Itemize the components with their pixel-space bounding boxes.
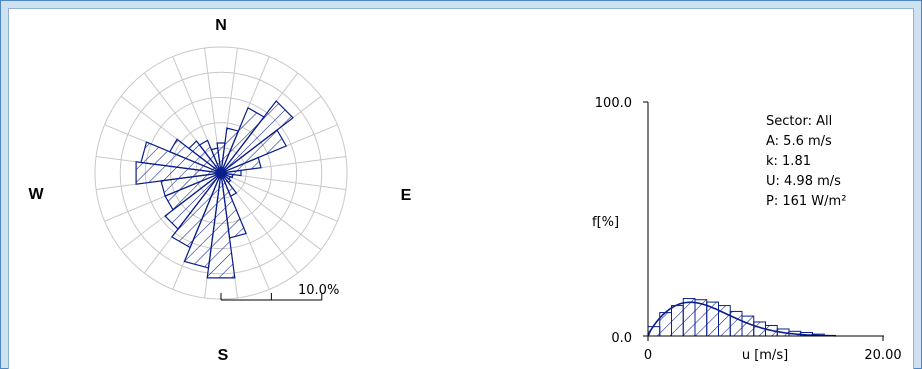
- stat-sector: Sector: All: [766, 114, 832, 129]
- histogram-bars: [647, 298, 825, 337]
- weibull-curve: [647, 301, 837, 337]
- stats-box: Sector: All A: 5.6 m/s k: 1.81 U: 4.98 m…: [766, 114, 846, 209]
- y-max-label: 100.0: [595, 96, 632, 111]
- rose-spoke: [220, 172, 338, 222]
- rose-sector-bar: [210, 147, 222, 174]
- histogram-bar: [741, 315, 755, 337]
- x-max-label: 20.00: [864, 348, 901, 363]
- stat-a: A: 5.6 m/s: [766, 134, 832, 149]
- rose-scale-label: 10.0%: [298, 283, 339, 298]
- rose-spoke: [220, 172, 346, 190]
- histogram-bar: [671, 305, 684, 337]
- compass-east: E: [401, 187, 412, 204]
- stat-k: k: 1.81: [766, 154, 811, 169]
- x-axis-label: u [m/s]: [742, 348, 788, 363]
- compass-south: S: [218, 347, 229, 364]
- rose-spoke: [220, 172, 322, 251]
- speed-histogram: 100.0 0.0 0 20.00 u [m/s] f[%] Sector: A…: [592, 96, 902, 363]
- compass-north: N: [215, 17, 227, 34]
- chart-panel: [8, 8, 914, 369]
- rose-scale-bar: [220, 293, 323, 301]
- histogram-bar: [682, 298, 696, 337]
- stat-p: P: 161 W/m²: [766, 194, 846, 209]
- histogram-bar: [718, 305, 731, 337]
- histogram-axes: [643, 101, 884, 341]
- wind-rose: 10.0% N E S W: [28, 17, 411, 364]
- y-axis-label: f[%]: [592, 215, 619, 230]
- histogram-bar: [729, 310, 743, 337]
- rose-bars: [135, 100, 294, 279]
- x-min-label: 0: [644, 348, 652, 363]
- y-min-label: 0.0: [611, 331, 632, 346]
- stat-u: U: 4.98 m/s: [766, 174, 841, 189]
- compass-west: W: [28, 186, 44, 203]
